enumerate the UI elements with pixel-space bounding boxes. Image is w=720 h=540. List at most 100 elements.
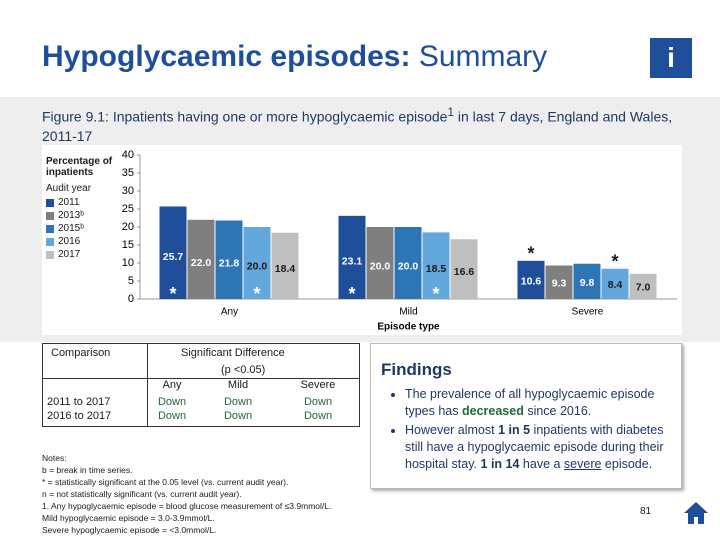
- table-subheader: Mild: [227, 379, 249, 391]
- y-tick-label: 15: [122, 239, 134, 251]
- data-label: 20.0: [398, 260, 419, 272]
- notes: Notes: b = break in time series. * = stati…: [42, 452, 331, 536]
- table-subheader: Any: [162, 379, 182, 391]
- data-label: 8.4: [608, 279, 623, 291]
- legend-label: 2013ᵇ: [58, 210, 85, 221]
- legend-item: 2017: [46, 248, 126, 261]
- table-header: Significant Difference: [181, 347, 285, 359]
- table-cell: 2016 to 2017: [47, 410, 112, 422]
- findings-list: The prevalence of all hypoglycaemic epis…: [371, 386, 681, 473]
- title-bold: Hypoglycaemic episodes:: [42, 40, 411, 73]
- y-tick-label: 5: [128, 275, 134, 287]
- text: 1 in 5: [498, 423, 531, 437]
- legend-item: 2013ᵇ: [46, 209, 126, 222]
- legend-item: 2015ᵇ: [46, 222, 126, 235]
- caption-sup: 1: [447, 106, 454, 119]
- legend-swatch: [46, 224, 54, 233]
- table-cell: Down: [303, 396, 333, 408]
- caption-text: Figure 9.1: Inpatients having one or mor…: [42, 108, 448, 125]
- table-cell: Down: [157, 396, 187, 408]
- bar: [159, 206, 187, 299]
- text: severe: [563, 457, 602, 471]
- legend-item: 2011: [46, 196, 126, 209]
- bar: [394, 227, 422, 299]
- table-cell: 2011 to 2017: [47, 396, 111, 408]
- note-line: Notes:: [42, 453, 67, 463]
- legend-label: 2017: [58, 249, 81, 260]
- legend-title: Audit year: [46, 183, 92, 194]
- bar: [215, 220, 243, 299]
- table-cell: Down: [223, 396, 253, 408]
- y-tick-label: 10: [122, 257, 134, 269]
- x-tick-label: Any: [221, 307, 238, 318]
- y-tick-label: 20: [122, 221, 134, 233]
- data-label: 16.6: [454, 266, 475, 278]
- finding: However almost 1 in 5 inpatients with di…: [405, 422, 681, 473]
- bar: [450, 239, 478, 299]
- home-button[interactable]: [683, 500, 709, 526]
- text: The prevalence of all hypoglycaemic epis…: [405, 387, 655, 418]
- text: have a: [519, 457, 564, 471]
- legend-label: 2015ᵇ: [58, 223, 85, 234]
- table-header: (p <0.05): [221, 364, 266, 376]
- data-label: 21.8: [219, 257, 240, 269]
- table-cell: Down: [157, 410, 187, 422]
- data-label: 9.3: [552, 278, 567, 290]
- significance-marker: *: [611, 252, 618, 272]
- note-line: Severe hypoglycaemic episode = <3.0mmol/…: [42, 525, 217, 535]
- table-cell: Down: [303, 410, 333, 422]
- x-tick-label: Mild: [399, 307, 417, 318]
- legend-swatch: [46, 237, 54, 246]
- text: inpatients with diabetes still have a hy…: [405, 423, 664, 471]
- text: decreased: [461, 404, 524, 418]
- y-tick-label: 25: [122, 203, 134, 215]
- caption-text: in last 7 days, England and Wales, 2011-…: [42, 108, 673, 144]
- text: episode.: [601, 457, 653, 471]
- significance-marker: *: [348, 284, 355, 304]
- y-tick-label: 30: [122, 185, 134, 197]
- bar: [601, 268, 629, 299]
- data-label: 23.1: [342, 255, 363, 267]
- text: 1 in 14: [480, 457, 520, 471]
- legend-label: 2011: [58, 197, 80, 208]
- data-label: 9.8: [580, 277, 595, 289]
- x-axis-label: Episode type: [377, 322, 440, 333]
- legend-swatch: [46, 250, 54, 259]
- significance-marker: *: [527, 244, 534, 264]
- bar: [271, 232, 299, 299]
- text: since 2016.: [523, 404, 592, 418]
- page-number: 81: [640, 506, 652, 517]
- note-line: 1. Any hypoglycaemic episode = blood glu…: [42, 501, 332, 511]
- bar: [629, 273, 657, 299]
- y-tick-label: 0: [128, 293, 134, 305]
- bar: [517, 260, 545, 299]
- y-tick-label: 40: [122, 149, 134, 161]
- bar: [243, 227, 271, 299]
- data-label: 20.0: [247, 260, 268, 272]
- figure-caption: Figure 9.1: Inpatients having one or mor…: [42, 103, 682, 146]
- comparison-table: Comparison Significant Difference (p <0.…: [42, 343, 360, 427]
- bar: [187, 219, 215, 299]
- findings-box: Findings The prevalence of all hypoglyca…: [370, 343, 682, 489]
- note-line: Mild hypoglycaemic episode = 3.0-3.9mmol…: [42, 513, 215, 523]
- text: However almost: [405, 423, 499, 437]
- bar: [338, 215, 366, 299]
- significance-marker: *: [253, 284, 260, 304]
- findings-title: Findings: [381, 360, 452, 379]
- table-subheader: Severe: [300, 379, 336, 391]
- bar: [573, 263, 601, 299]
- title-regular: Summary: [418, 40, 548, 73]
- table-cell: Down: [223, 410, 253, 422]
- significance-marker: *: [432, 284, 439, 304]
- legend-swatch: [46, 198, 54, 207]
- bar: [366, 227, 394, 299]
- data-label: 18.5: [426, 263, 447, 275]
- y-axis-label: Percentage of inpatients: [46, 156, 113, 178]
- finding: The prevalence of all hypoglycaemic epis…: [405, 386, 681, 420]
- data-label: 25.7: [163, 251, 184, 263]
- x-tick-label: Severe: [572, 307, 604, 318]
- y-tick-label: 35: [122, 167, 134, 179]
- data-label: 22.0: [191, 257, 212, 269]
- info-button[interactable]: i: [650, 38, 692, 78]
- legend-label: 2016: [58, 236, 81, 247]
